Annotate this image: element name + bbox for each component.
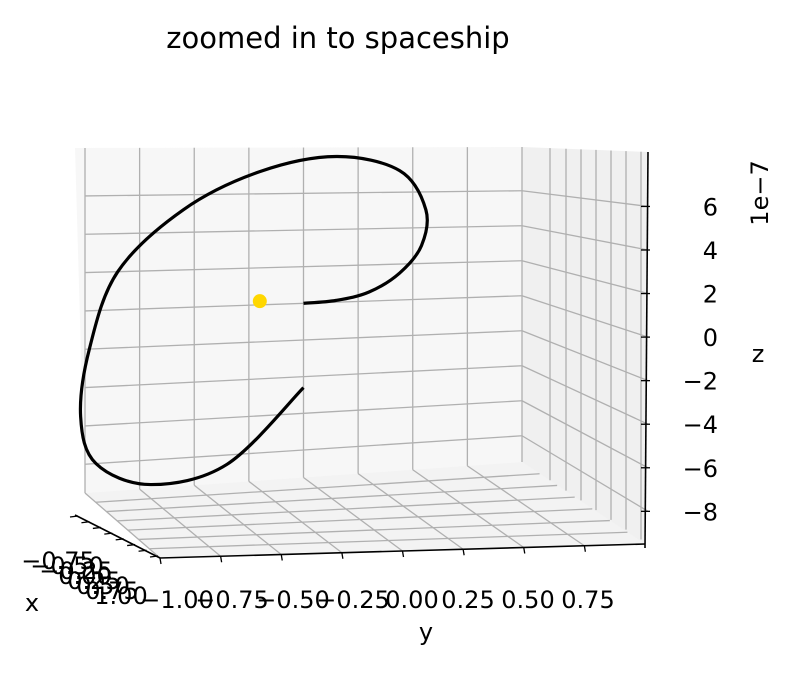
grid-line [149, 531, 628, 550]
y-tick-label: 0.25 [441, 586, 494, 614]
x-tick [81, 521, 90, 524]
z-tick-label: 6 [703, 193, 718, 221]
plot-data [78, 154, 429, 487]
chart-title: zoomed in to spaceship [166, 21, 509, 55]
grid-line [521, 225, 649, 251]
z-tick-label: 4 [703, 237, 718, 265]
x-tick-label: −0.75 [21, 547, 95, 575]
x-tick [69, 515, 79, 518]
tick-marks [69, 205, 650, 565]
side-pane [522, 147, 648, 544]
y-tick [583, 545, 587, 552]
y-axis-label: y [419, 618, 433, 646]
grid-line [127, 508, 593, 531]
z-tick-label: 2 [703, 281, 718, 309]
back-pane [75, 147, 522, 493]
grid-line [84, 330, 523, 350]
x-tick-label: 0.75 [85, 577, 138, 605]
grid-line [84, 225, 523, 235]
z-tick-label: −4 [683, 411, 718, 439]
z-tick-label: −8 [683, 498, 718, 526]
grid-line [521, 190, 649, 208]
y-tick [219, 556, 223, 563]
gridlines [84, 147, 649, 559]
x-tick-label: 1.00 [94, 582, 147, 610]
x-axis-label: x [25, 589, 39, 617]
y-tick-label: −1.00 [140, 586, 214, 614]
y-tick [401, 550, 405, 558]
grid-line [521, 260, 649, 295]
y-tick-label: −0.50 [256, 586, 330, 614]
x-tick [104, 532, 113, 535]
x-tick-label: 0.00 [58, 562, 111, 590]
grid-line [521, 365, 649, 425]
z-offset-label: 1e−7 [746, 160, 774, 225]
z-tick-label: −6 [683, 455, 718, 483]
y-tick [159, 557, 162, 565]
y-tick-label: 0.50 [501, 586, 554, 614]
z-axis-line [644, 151, 649, 549]
grid-line [521, 330, 649, 382]
trajectory-line [78, 154, 429, 487]
grid-line [521, 400, 649, 469]
grid-line [138, 519, 610, 541]
grid-line [84, 435, 523, 465]
x-tick-label: 0.25 [67, 567, 120, 595]
grid-line [357, 473, 464, 550]
grid-line [467, 465, 585, 547]
grid-line [84, 190, 523, 197]
grid-line [248, 480, 343, 554]
grid-line [95, 473, 540, 503]
x-tick [138, 549, 147, 552]
y-tick-label: 0.75 [561, 586, 614, 614]
y-tick [462, 549, 465, 556]
z-axis-label: z [752, 340, 765, 368]
y-tick [280, 554, 283, 561]
y-tick-label: −0.25 [316, 586, 390, 614]
grid-line [84, 492, 161, 559]
y-tick-label: −0.75 [195, 586, 269, 614]
grid-line [84, 400, 523, 427]
x-tick [115, 538, 124, 541]
y-tick-label: 0.00 [385, 586, 438, 614]
x-tick [149, 555, 159, 558]
y-tick [523, 547, 526, 554]
y-tick [341, 552, 344, 559]
x-tick-label: −0.25 [39, 557, 113, 585]
grid-line [106, 484, 558, 513]
grid-line [84, 260, 523, 274]
grid-line [193, 484, 282, 556]
z-tick-label: 0 [703, 324, 718, 352]
grid-line [117, 496, 575, 522]
grid-line [303, 476, 403, 552]
grid-line [84, 365, 523, 389]
z-tick-label: −2 [683, 368, 718, 396]
grid-line [521, 295, 649, 338]
spaceship-marker [252, 294, 267, 309]
x-tick-label: 0.50 [76, 572, 129, 600]
grid-line [412, 469, 525, 549]
tick-labels: −1.00−0.75−0.50−0.250.00 0.25 0.50 0.75−8−6… [21, 193, 718, 614]
grid-line [139, 488, 222, 557]
x-tick [92, 526, 101, 530]
grid-line [521, 435, 649, 512]
x-tick [127, 543, 136, 547]
x-tick-label: −0.50 [30, 552, 104, 580]
